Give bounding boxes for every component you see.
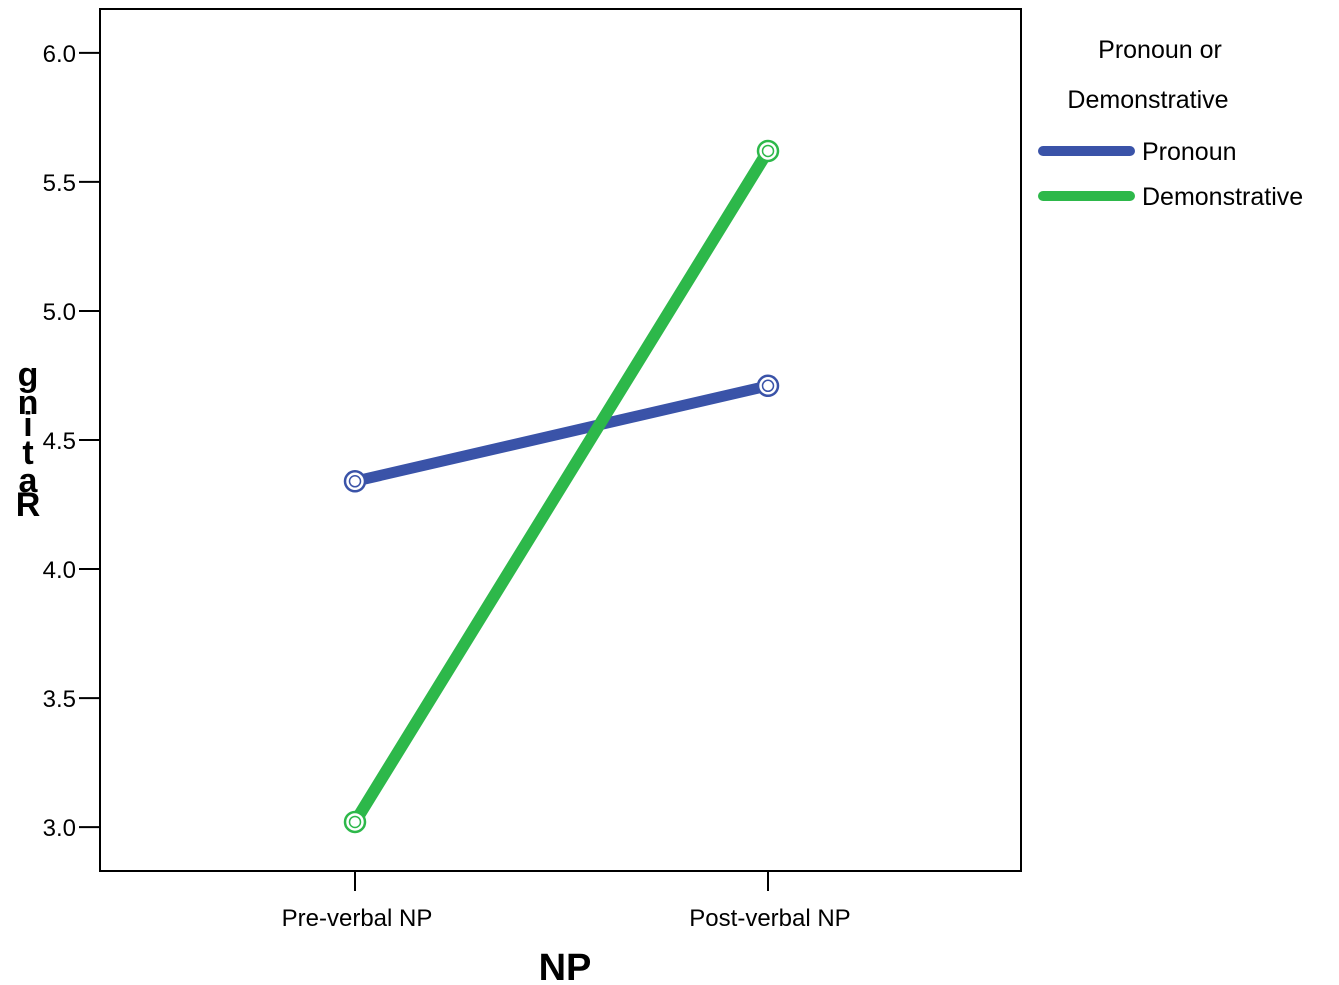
series-line-demonstrative	[349, 144, 774, 828]
y-axis-title-letter: t	[22, 434, 33, 472]
data-point-inner	[761, 144, 775, 158]
legend-label-pronoun: Pronoun	[1142, 138, 1237, 166]
data-point-inner	[348, 475, 362, 488]
y-tick-label: 3.5	[43, 686, 76, 713]
x-axis-title: NP	[539, 947, 592, 985]
legend-title-line-2: Demonstrative	[1067, 86, 1228, 114]
data-point-pronoun	[343, 470, 367, 493]
legend-label-demonstrative: Demonstrative	[1142, 183, 1303, 211]
data-point-inner	[761, 379, 775, 393]
y-axis-title-letter: i	[23, 406, 32, 444]
data-point-inner	[348, 815, 362, 829]
y-axis: 3.0 3.5 4.0 4.5 5.0 5.5 6.0	[43, 41, 100, 842]
y-tick-label: 6.0	[43, 41, 76, 68]
y-tick-label: 5.5	[43, 170, 76, 197]
legend-title-line-1: Pronoun or	[1098, 36, 1222, 64]
series-line-pronoun	[349, 380, 774, 487]
plot-frame	[99, 8, 1022, 872]
data-point-demonstrative	[756, 139, 780, 163]
y-tick-label: 4.0	[43, 557, 76, 584]
data-point-demonstrative	[343, 810, 367, 834]
y-tick-label: 3.0	[43, 815, 76, 842]
legend: Pronoun or Demonstrative Pronoun Demonstr…	[1038, 36, 1303, 211]
x-axis: Pre-verbal NP Post-verbal NP	[282, 871, 851, 932]
x-tick-label: Pre-verbal NP	[282, 905, 433, 932]
y-axis-title-letter: g	[18, 356, 39, 394]
y-axis-title-letter: R	[16, 486, 41, 524]
y-tick-label: 5.0	[43, 299, 76, 326]
y-axis-title-letter: a	[19, 462, 39, 500]
y-tick-label: 4.5	[43, 428, 76, 455]
data-point-pronoun	[756, 374, 780, 398]
x-tick-label: Post-verbal NP	[689, 905, 850, 932]
series-layer	[343, 139, 780, 834]
y-axis-title-letter: n	[18, 384, 39, 422]
